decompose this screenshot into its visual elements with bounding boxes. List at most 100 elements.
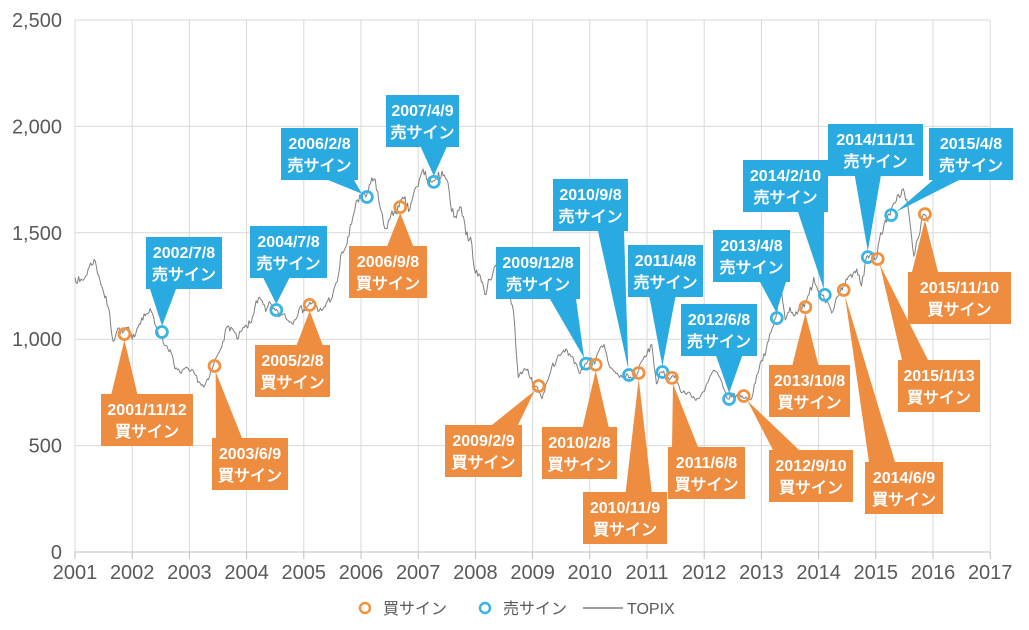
callout-pointer — [879, 264, 928, 360]
callout-pointer — [215, 371, 242, 438]
callout-date: 2007/4/9 — [391, 103, 453, 120]
callout-pointer — [747, 400, 799, 450]
buy-signal-callout: 2010/11/9 買サイン — [583, 379, 667, 544]
sell-signal-marker — [722, 392, 736, 406]
callout-pointer — [854, 176, 881, 252]
buy-signal-callout: 2006/9/8 買サイン — [349, 213, 427, 298]
buy-signal-callout: 2011/6/8 買サイン — [668, 383, 745, 499]
sell-signal-marker — [817, 288, 832, 302]
callout-box — [743, 160, 828, 212]
sell-signal-marker — [155, 325, 169, 339]
callout-sign-type: 売サイン — [506, 275, 570, 294]
buy-signal-callout: 2015/11/10 買サイン — [908, 220, 1011, 324]
callout-pointer — [625, 379, 652, 492]
callout-date: 2006/9/8 — [357, 254, 419, 271]
x-axis-label: 2010 — [568, 562, 613, 584]
callout-date: 2009/12/8 — [502, 255, 573, 272]
callout-pointer — [582, 370, 609, 427]
callout-box — [212, 438, 288, 490]
legend-label-buy-signal: 買サイン — [383, 601, 447, 618]
callout-date: 2015/1/13 — [903, 368, 974, 385]
callout-box — [828, 124, 923, 176]
callout-box — [496, 247, 580, 299]
buy-signal-marker — [302, 298, 317, 312]
buy-signal-marker — [870, 252, 885, 266]
x-axis-label: 2011 — [625, 562, 668, 584]
buy-signal-callout: 2014/6/9 買サイン — [845, 295, 943, 514]
x-axis-label: 2016 — [911, 562, 956, 584]
callout-pointer — [492, 390, 535, 425]
callout-date: 2013/4/8 — [720, 238, 782, 255]
legend-sell-ring-icon — [478, 601, 492, 615]
callout-box — [101, 394, 193, 446]
callout-date: 2012/9/10 — [775, 458, 846, 475]
x-axis-label: 2001 — [53, 562, 98, 584]
callout-pointer — [798, 212, 824, 289]
sell-signal-callout: 2011/4/8 売サイン — [628, 245, 703, 366]
callout-date: 2014/11/11 — [836, 132, 914, 149]
callout-sign-type: 買サイン — [927, 301, 991, 319]
y-axis-label: 0 — [51, 542, 62, 564]
callout-date: 2002/7/8 — [153, 245, 215, 262]
legend: 買サイン 売サイン TOPIX — [358, 600, 675, 618]
callout-sign-type: 買サイン — [356, 275, 420, 293]
callout-sign-type: 売サイン — [719, 258, 783, 277]
callout-pointer — [150, 289, 176, 326]
callout-box — [542, 427, 617, 479]
callout-box — [713, 230, 790, 282]
x-axis-label: 2004 — [224, 562, 269, 584]
callout-date: 2014/2/10 — [750, 168, 821, 185]
buy-signal-marker — [665, 371, 679, 385]
callout-date: 2015/11/10 — [920, 280, 999, 297]
sell-signal-marker — [884, 208, 899, 222]
callout-pointer — [792, 313, 819, 365]
sell-signal-marker — [426, 175, 441, 189]
callout-box — [255, 345, 330, 397]
callout-box — [146, 237, 222, 289]
callout-pointer — [716, 356, 743, 393]
callout-box — [681, 304, 757, 356]
callout-sign-type: 売サイン — [843, 152, 907, 171]
sell-signal-callout: 2010/9/8 売サイン — [553, 179, 629, 369]
y-axis-label: 1,500 — [12, 223, 62, 245]
buy-signal-callout: 2013/10/8 買サイン — [769, 313, 850, 417]
callout-sign-type: 買サイン — [779, 479, 843, 497]
callout-date: 2015/4/8 — [940, 136, 1002, 153]
sell-signal-callout: 2004/7/8 売サイン — [250, 226, 327, 304]
callout-sign-type: 売サイン — [753, 188, 817, 207]
callout-sign-type: 買サイン — [872, 491, 936, 509]
callout-sign-type: 買サイン — [777, 394, 841, 412]
x-axis-label: 2014 — [796, 562, 841, 584]
callout-box — [583, 492, 667, 544]
buy-signal-callout: 2005/2/8 買サイン — [255, 310, 330, 397]
callout-sign-type: 売サイン — [390, 123, 454, 142]
sell-signal-callout: 2012/6/8 売サイン — [681, 304, 757, 393]
callout-pointer — [760, 282, 786, 313]
x-axis-label: 2002 — [110, 562, 155, 584]
legend-label-sell-signal: 売サイン — [503, 600, 567, 618]
callout-date: 2010/2/8 — [548, 435, 610, 452]
callout-pointer — [296, 310, 323, 345]
callout-pointer — [263, 278, 290, 304]
callout-sign-type: 買サイン — [674, 476, 738, 494]
callout-sign-type: 買サイン — [547, 456, 611, 474]
sell-signal-callout: 2014/11/11 売サイン — [828, 124, 923, 252]
callout-sign-type: 買サイン — [907, 389, 971, 407]
callout-date: 2012/6/8 — [688, 312, 750, 329]
callout-date: 2009/2/9 — [452, 433, 514, 450]
callout-pointer — [598, 231, 629, 369]
callout-pointer — [111, 340, 138, 394]
callout-box — [250, 226, 327, 278]
buy-signal-callout: 2001/11/12 買サイン — [101, 340, 193, 446]
callout-pointer — [420, 147, 447, 176]
legend-label-topix: TOPIX — [627, 601, 675, 618]
buy-signal-callout: 2015/1/13 買サイン — [879, 264, 980, 412]
callout-box — [769, 365, 850, 417]
callout-pointer — [845, 295, 895, 462]
callout-sign-type: 売サイン — [256, 254, 320, 273]
callout-sign-type: 売サイン — [558, 207, 622, 226]
buy-signal-marker — [798, 300, 813, 314]
callout-sign-type: 売サイン — [287, 156, 351, 175]
signal-markers — [117, 175, 932, 406]
